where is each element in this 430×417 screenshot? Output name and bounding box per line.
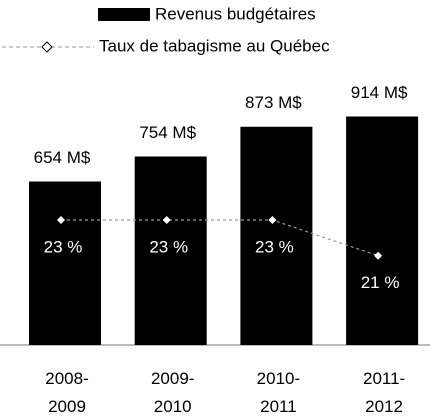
legend-swatch-bar xyxy=(98,8,150,21)
legend-label: Revenus budgétaires xyxy=(155,4,316,23)
value-label: 21 % xyxy=(361,273,400,292)
legend-marker xyxy=(41,41,53,53)
value-label: 23 % xyxy=(255,237,294,256)
value-label: 754 M$ xyxy=(139,123,196,142)
legend-label: Taux de tabagisme au Québec xyxy=(99,36,330,55)
value-label: 914 M$ xyxy=(351,83,408,102)
value-label: 654 M$ xyxy=(34,148,91,167)
point xyxy=(268,216,277,224)
line xyxy=(61,219,379,257)
point xyxy=(374,251,383,260)
value-label: 873 M$ xyxy=(245,93,302,112)
point xyxy=(162,216,171,224)
bar xyxy=(29,181,101,345)
bar xyxy=(240,126,313,345)
bar xyxy=(134,156,207,345)
point xyxy=(57,216,65,224)
x-tick-label: 2008-2009 xyxy=(45,369,88,416)
bar xyxy=(346,116,419,345)
x-tick-label: 2010-2011 xyxy=(257,369,300,416)
x-tick-label: 2009-2010 xyxy=(151,369,194,416)
value-label: 23 % xyxy=(44,237,83,256)
x-tick-label: 2011-2012 xyxy=(363,369,405,416)
value-label: 23 % xyxy=(149,237,188,256)
